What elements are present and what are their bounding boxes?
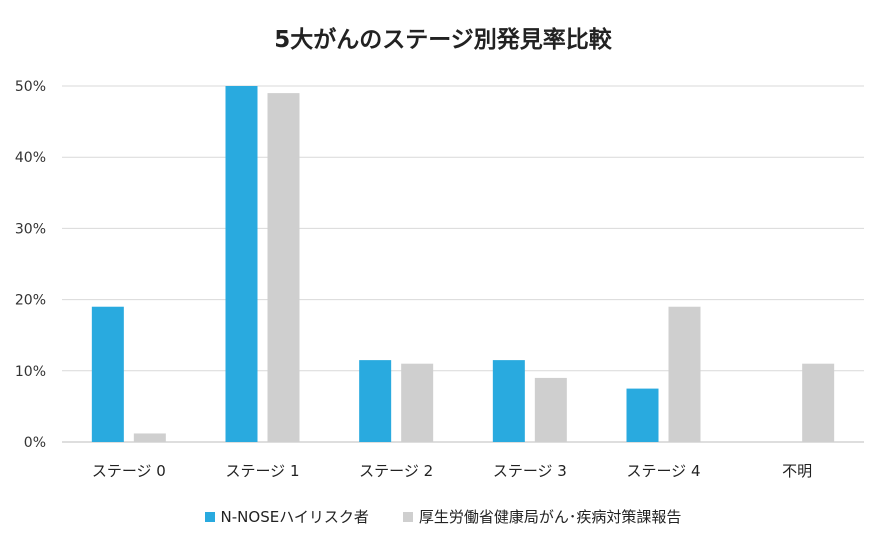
bar-series-2-2: [267, 93, 300, 443]
y-tick-label: 40%: [15, 150, 46, 166]
bar-series-2-5: [668, 306, 701, 442]
y-tick-label: 30%: [15, 221, 46, 237]
y-tick-label: 0%: [24, 435, 46, 451]
x-category-label: ステージ 2: [359, 462, 433, 480]
legend: N-NOSEハイリスク者 厚生労働省健康局がん･疾病対策課報告: [0, 506, 886, 527]
bar-series-1-2: [225, 86, 258, 442]
bar-series-2-1: [133, 433, 166, 442]
x-category-label: ステージ 4: [626, 462, 700, 480]
bar-series-2-4: [534, 377, 567, 442]
legend-swatch-series-1: [204, 511, 215, 522]
bar-series-1-4: [492, 360, 525, 442]
x-category-label: ステージ 0: [92, 462, 166, 480]
legend-item-series-1: N-NOSEハイリスク者: [204, 506, 369, 527]
y-tick-label: 50%: [15, 79, 46, 95]
bar-series-1-1: [91, 306, 124, 442]
bar-series-1-5: [626, 388, 659, 442]
y-tick-label: 10%: [15, 364, 46, 380]
x-category-label: ステージ 1: [225, 462, 299, 480]
x-category-label: 不明: [782, 462, 812, 480]
legend-label-series-1: N-NOSEハイリスク者: [220, 508, 369, 526]
chart-title: 5大がんのステージ別発見率比較: [274, 27, 612, 53]
bar-series-2-3: [401, 363, 434, 442]
y-tick-label: 20%: [15, 293, 46, 309]
bar-series-1-3: [359, 360, 392, 442]
x-category-label: ステージ 3: [493, 462, 567, 480]
bar-series-2-6: [802, 363, 835, 442]
legend-item-series-2: 厚生労働省健康局がん･疾病対策課報告: [402, 506, 682, 527]
legend-label-series-2: 厚生労働省健康局がん･疾病対策課報告: [418, 508, 682, 526]
legend-swatch-series-2: [402, 511, 413, 522]
